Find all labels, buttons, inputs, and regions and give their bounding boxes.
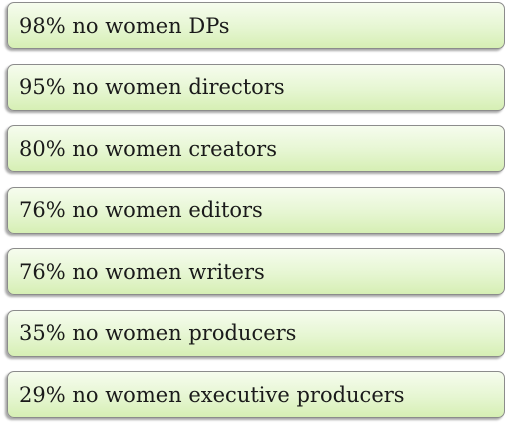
list-item: 95% no women directors <box>7 63 505 111</box>
list-item: 35% no women producers <box>7 309 505 357</box>
list-item: 76% no women writers <box>7 248 505 295</box>
list-item: 80% no women creators <box>7 125 505 172</box>
list-item: 98% no women DPs <box>7 2 505 49</box>
list-item: 76% no women editors <box>7 186 505 234</box>
list-item: 29% no women executive producers <box>7 371 505 418</box>
